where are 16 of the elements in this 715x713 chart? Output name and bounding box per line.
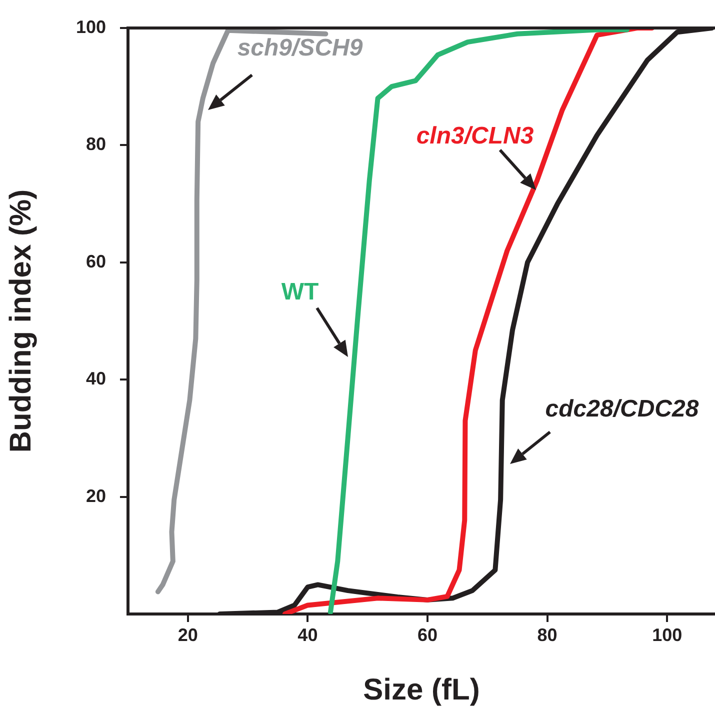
series-label: WT xyxy=(281,278,319,306)
y-tick-label: 100 xyxy=(76,16,106,37)
y-tick-label: 80 xyxy=(86,134,106,154)
x-tick-label: 80 xyxy=(537,624,558,645)
x-tick-label: 40 xyxy=(298,624,318,645)
series-label: cdc28/CDC28 xyxy=(545,396,700,423)
x-tick-label: 100 xyxy=(652,624,682,645)
x-tick-label: 20 xyxy=(178,624,198,645)
y-tick-label: 60 xyxy=(86,251,106,272)
y-tick-label: 40 xyxy=(86,368,106,389)
y-axis-title: Budding index (%) xyxy=(4,189,38,453)
x-axis-title: Size (fL) xyxy=(363,673,480,706)
series-label: sch9/SCH9 xyxy=(237,34,364,62)
x-tick-label: 60 xyxy=(417,624,438,645)
y-tick-label: 20 xyxy=(86,486,106,506)
series-label: cln3/CLN3 xyxy=(416,122,534,150)
